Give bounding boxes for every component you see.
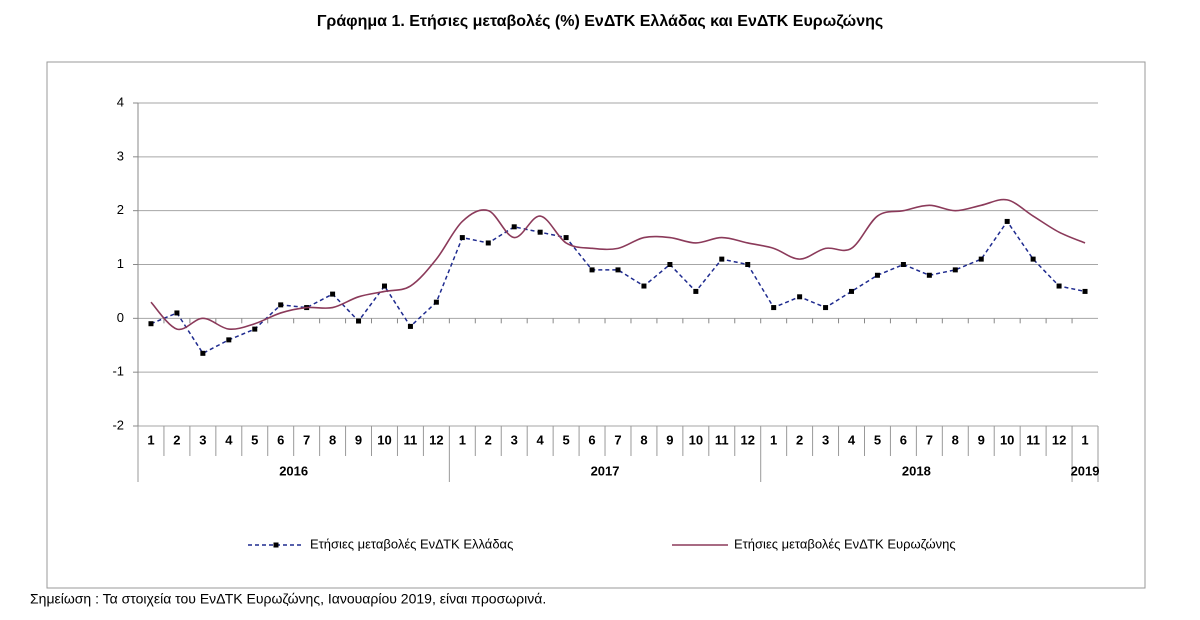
point-marker bbox=[537, 229, 543, 235]
y-tick-label: 2 bbox=[117, 202, 124, 217]
point-marker bbox=[252, 326, 258, 332]
x-tick-label: 12 bbox=[740, 432, 754, 447]
x-tick-label: 4 bbox=[848, 432, 856, 447]
x-tick-label: 10 bbox=[377, 432, 391, 447]
point-marker bbox=[1082, 288, 1088, 294]
x-tick-label: 11 bbox=[1026, 432, 1040, 447]
point-marker bbox=[356, 318, 362, 324]
x-tick-label: 11 bbox=[404, 432, 418, 447]
series-line bbox=[150, 220, 1086, 355]
point-marker bbox=[174, 310, 180, 316]
point-marker bbox=[1030, 256, 1036, 262]
x-tick-label: 4 bbox=[537, 432, 545, 447]
x-tick-label: 4 bbox=[225, 432, 233, 447]
point-marker bbox=[952, 267, 958, 273]
x-tick-label: 3 bbox=[822, 432, 829, 447]
point-marker bbox=[381, 283, 387, 289]
x-tick-label: 6 bbox=[277, 432, 284, 447]
point-marker bbox=[900, 262, 906, 267]
point-marker bbox=[926, 272, 932, 278]
legend-marker bbox=[273, 542, 279, 548]
x-tick-label: 9 bbox=[666, 432, 673, 447]
point-marker bbox=[511, 224, 517, 230]
x-tick-label: 7 bbox=[926, 432, 933, 447]
point-marker bbox=[641, 283, 647, 289]
x-tick-label: 10 bbox=[689, 432, 703, 447]
x-tick-label: 9 bbox=[978, 432, 985, 447]
y-tick-label: 1 bbox=[117, 256, 124, 271]
x-tick-label: 5 bbox=[562, 432, 569, 447]
year-label: 2016 bbox=[279, 463, 308, 478]
year-label: 2018 bbox=[902, 463, 931, 478]
x-tick-label: 8 bbox=[329, 432, 336, 447]
x-tick-label: 1 bbox=[1081, 432, 1088, 447]
point-marker bbox=[693, 288, 699, 294]
point-marker bbox=[330, 291, 336, 297]
x-tick-label: 5 bbox=[251, 432, 258, 447]
point-marker bbox=[563, 235, 569, 241]
x-tick-label: 6 bbox=[588, 432, 595, 447]
point-marker bbox=[874, 272, 880, 278]
point-marker bbox=[849, 288, 855, 294]
point-marker bbox=[226, 337, 232, 343]
x-tick-label: 1 bbox=[147, 432, 154, 447]
x-tick-label: 12 bbox=[429, 432, 443, 447]
x-tick-label: 1 bbox=[459, 432, 466, 447]
y-tick-label: -2 bbox=[112, 417, 124, 432]
point-marker bbox=[485, 240, 491, 246]
point-marker bbox=[433, 299, 439, 305]
y-tick-label: 0 bbox=[117, 310, 124, 325]
series-line bbox=[150, 198, 1086, 331]
x-tick-label: 8 bbox=[952, 432, 959, 447]
year-label: 2017 bbox=[591, 463, 620, 478]
x-tick-label: 2 bbox=[485, 432, 492, 447]
point-marker bbox=[1056, 283, 1062, 289]
x-tick-label: 3 bbox=[511, 432, 518, 447]
point-marker bbox=[200, 350, 206, 356]
year-label: 2019 bbox=[1071, 463, 1100, 478]
legend-label: Ετήσιες μεταβολές ΕνΔΤΚ Ελλάδας bbox=[310, 536, 513, 551]
x-tick-label: 6 bbox=[900, 432, 907, 447]
point-marker bbox=[978, 256, 984, 262]
x-tick-label: 7 bbox=[614, 432, 621, 447]
x-tick-label: 5 bbox=[874, 432, 881, 447]
x-tick-label: 3 bbox=[199, 432, 206, 447]
point-marker bbox=[771, 305, 777, 311]
point-marker bbox=[667, 262, 673, 267]
x-tick-label: 12 bbox=[1052, 432, 1066, 447]
chart-title: Γράφημα 1. Ετήσιες μεταβολές (%) ΕνΔΤΚ Ε… bbox=[317, 13, 883, 30]
y-tick-label: -1 bbox=[112, 364, 124, 379]
point-marker bbox=[719, 256, 725, 262]
x-tick-label: 10 bbox=[1000, 432, 1014, 447]
point-marker bbox=[745, 262, 751, 267]
point-marker bbox=[1004, 218, 1010, 224]
x-tick-label: 8 bbox=[640, 432, 647, 447]
point-marker bbox=[278, 302, 284, 308]
point-marker bbox=[615, 267, 621, 273]
point-marker bbox=[823, 305, 829, 311]
x-tick-label: 2 bbox=[796, 432, 803, 447]
x-tick-label: 9 bbox=[355, 432, 362, 447]
legend-label: Ετήσιες μεταβολές ΕνΔΤΚ Ευρωζώνης bbox=[734, 536, 956, 551]
point-marker bbox=[797, 294, 803, 300]
point-marker bbox=[148, 321, 154, 327]
chart-frame bbox=[46, 61, 1146, 589]
y-tick-label: 4 bbox=[117, 94, 124, 109]
x-tick-label: 1 bbox=[770, 432, 777, 447]
point-marker bbox=[407, 323, 413, 329]
x-tick-label: 11 bbox=[715, 432, 729, 447]
x-tick-label: 2 bbox=[173, 432, 180, 447]
point-marker bbox=[459, 235, 465, 241]
note: Σημείωση : Τα στοιχεία του ΕνΔΤΚ Ευρωζών… bbox=[30, 591, 546, 607]
point-marker bbox=[589, 267, 595, 273]
y-tick-label: 3 bbox=[117, 148, 124, 163]
x-tick-label: 7 bbox=[303, 432, 310, 447]
